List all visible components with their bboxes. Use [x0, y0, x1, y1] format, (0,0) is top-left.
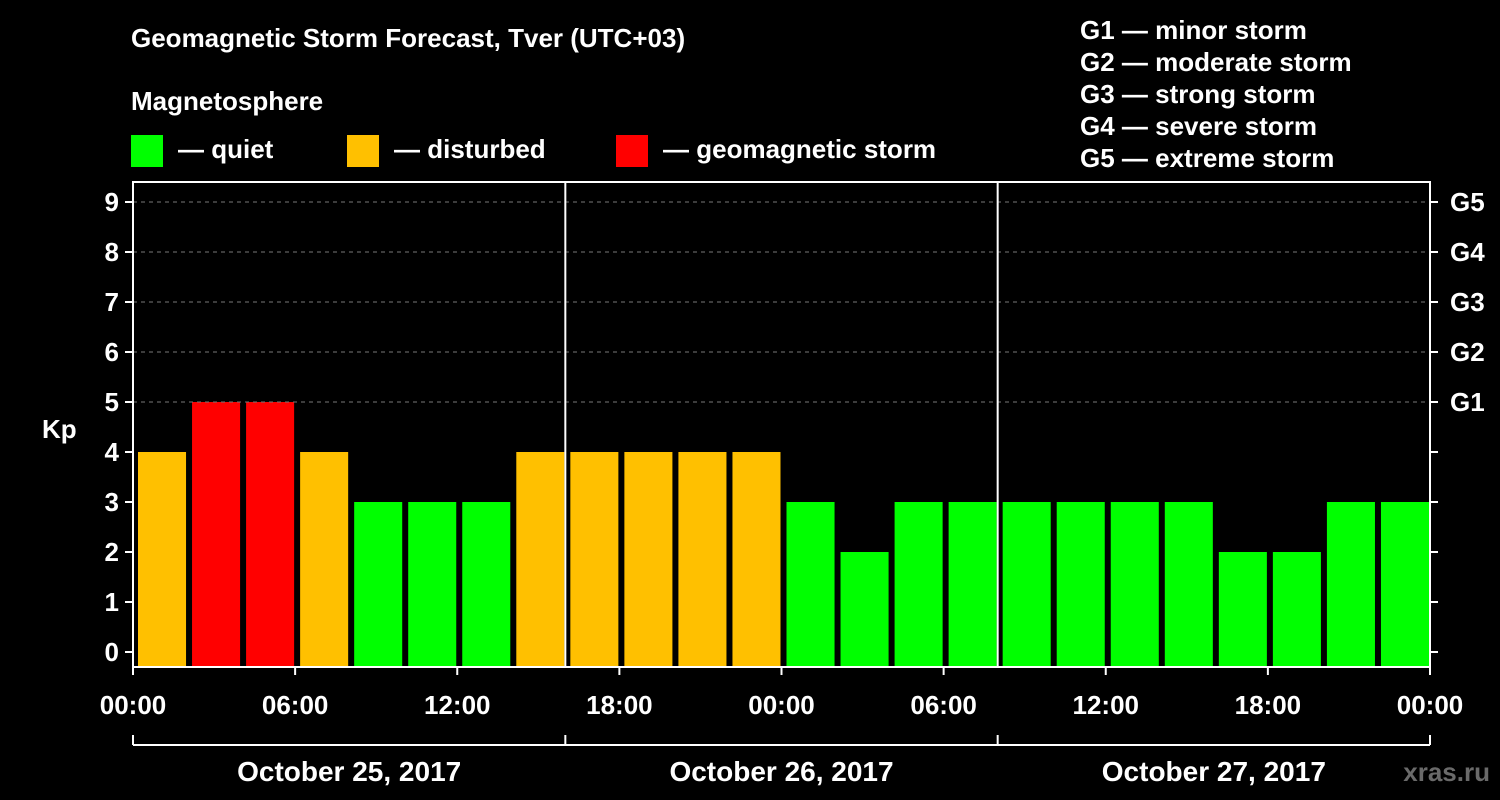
x-tick-label: 00:00 [1397, 690, 1464, 720]
legend-swatch-disturbed [347, 135, 379, 167]
bar [192, 402, 241, 667]
y-tick-label: 8 [105, 237, 119, 267]
g-tick-label: G2 [1450, 337, 1485, 367]
bar [732, 452, 781, 667]
bar [1272, 552, 1321, 667]
x-tick-label: 00:00 [100, 690, 167, 720]
y-tick-label: 4 [105, 437, 120, 467]
x-tick-label: 18:00 [586, 690, 653, 720]
day-label: October 27, 2017 [1102, 756, 1326, 787]
bar [840, 552, 889, 667]
y-axis-label: Kp [42, 414, 77, 444]
bar [1110, 502, 1159, 667]
y-tick-label: 5 [105, 387, 119, 417]
x-tick-label: 06:00 [262, 690, 329, 720]
x-tick-label: 06:00 [910, 690, 977, 720]
bar [354, 502, 403, 667]
g-legend-item: G1 — minor storm [1080, 15, 1307, 45]
chart-title: Geomagnetic Storm Forecast, Tver (UTC+03… [131, 23, 686, 53]
x-tick-label: 12:00 [1073, 690, 1140, 720]
bar [516, 452, 565, 667]
bar [300, 452, 349, 667]
legend-swatch-quiet [131, 135, 163, 167]
g-legend-item: G5 — extreme storm [1080, 143, 1335, 173]
g-tick-label: G4 [1450, 237, 1485, 267]
y-tick-label: 0 [105, 637, 119, 667]
bar [1326, 502, 1375, 667]
bar [1002, 502, 1051, 667]
bar [408, 502, 457, 667]
bar [678, 452, 727, 667]
legend-label-quiet: — quiet [178, 134, 274, 164]
bar [1164, 502, 1213, 667]
g-tick-label: G5 [1450, 187, 1485, 217]
x-tick-label: 18:00 [1235, 690, 1302, 720]
y-tick-label: 1 [105, 587, 119, 617]
g-legend-item: G4 — severe storm [1080, 111, 1318, 141]
x-tick-label: 12:00 [424, 690, 491, 720]
bar [570, 452, 619, 667]
bar [138, 452, 187, 667]
y-tick-label: 2 [105, 537, 119, 567]
g-legend-item: G3 — strong storm [1080, 79, 1316, 109]
y-tick-label: 7 [105, 287, 119, 317]
day-label: October 26, 2017 [669, 756, 893, 787]
bar [1056, 502, 1105, 667]
legend-label-storm: — geomagnetic storm [663, 134, 937, 164]
bar [1218, 552, 1267, 667]
legend-swatch-storm [616, 135, 648, 167]
watermark: xras.ru [1403, 757, 1490, 787]
y-tick-label: 3 [105, 487, 119, 517]
bar [462, 502, 511, 667]
bar [948, 502, 997, 667]
g-scale-legend: G1 — minor storm G2 — moderate storm G3 … [1080, 14, 1352, 174]
bar [786, 502, 835, 667]
legend-label-disturbed: — disturbed [394, 134, 546, 164]
y-tick-label: 6 [105, 337, 119, 367]
x-tick-label: 00:00 [748, 690, 815, 720]
bar [894, 502, 943, 667]
y-tick-label: 9 [105, 187, 119, 217]
g-tick-label: G3 [1450, 287, 1485, 317]
bar [624, 452, 673, 667]
g-legend-item: G2 — moderate storm [1080, 47, 1352, 77]
bar [1380, 502, 1429, 667]
g-tick-label: G1 [1450, 387, 1485, 417]
chart-subtitle: Magnetosphere [131, 86, 324, 116]
bar [246, 402, 295, 667]
day-label: October 25, 2017 [237, 756, 461, 787]
